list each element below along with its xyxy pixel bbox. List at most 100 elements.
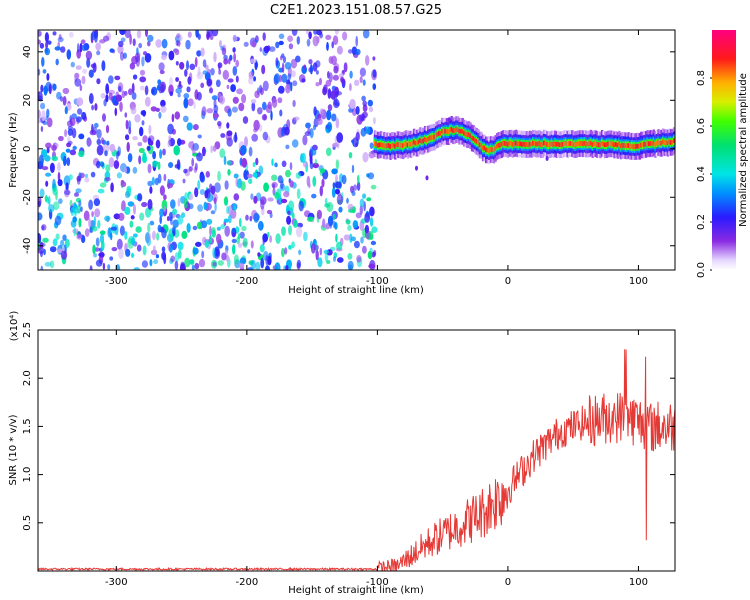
heatmap-cell: [189, 63, 196, 70]
heatmap-cell: [38, 118, 41, 124]
heatmap-cell: [239, 257, 247, 265]
heatmap-cell: [116, 238, 123, 250]
heatmap-cell: [369, 217, 374, 227]
heatmap-cell: [141, 201, 148, 208]
heatmap-cell: [88, 69, 94, 78]
heatmap-cell: [115, 94, 123, 102]
heatmap-cell: [291, 241, 295, 249]
heatmap-cell: [227, 108, 232, 117]
heatmap-cell: [38, 30, 42, 37]
heatmap-ytick-label: 40: [22, 45, 33, 58]
heatmap-cell: [278, 33, 285, 40]
heatmap-cell: [362, 100, 368, 107]
heatmap-cell: [331, 187, 336, 198]
heatmap-cell: [176, 33, 181, 38]
heatmap-cell: [527, 142, 530, 148]
heatmap-cell: [326, 41, 329, 51]
heatmap-cell: [163, 173, 167, 182]
heatmap-cell: [511, 142, 514, 147]
heatmap-cell: [306, 38, 311, 47]
heatmap-cells: [38, 30, 675, 270]
heatmap-cell: [60, 46, 66, 53]
heatmap-cell: [359, 76, 363, 84]
heatmap-cell: [40, 102, 46, 110]
heatmap-cell: [88, 93, 94, 104]
heatmap-cell: [331, 55, 337, 66]
heatmap-cell: [48, 83, 52, 95]
colorbar-gradient: [712, 30, 736, 270]
heatmap-cell: [72, 145, 77, 151]
heatmap-cell: [160, 105, 167, 113]
heatmap-cell: [349, 83, 352, 92]
heatmap-cell: [144, 85, 149, 96]
heatmap-cell: [305, 122, 311, 129]
heatmap-cell: [149, 220, 155, 226]
heatmap-cell: [167, 123, 174, 135]
heatmap-cell: [662, 139, 665, 145]
heatmap-cell: [409, 141, 413, 147]
heatmap-cell: [187, 76, 192, 85]
heatmap-cell: [211, 30, 219, 37]
heatmap-cell: [45, 142, 52, 149]
heatmap-cell: [632, 144, 635, 149]
heatmap-cell: [65, 148, 71, 153]
heatmap-cell: [194, 162, 198, 171]
heatmap-cell: [569, 141, 572, 146]
heatmap-cell: [119, 51, 125, 61]
heatmap-cell: [148, 124, 152, 135]
heatmap-cell: [291, 30, 298, 36]
heatmap-cell: [186, 86, 191, 93]
heatmap-cell: [285, 144, 290, 150]
heatmap-cell: [387, 143, 391, 148]
heatmap-cell: [588, 141, 591, 147]
heatmap-cell: [163, 205, 167, 213]
heatmap-cell: [38, 39, 41, 45]
heatmap-cell: [203, 201, 208, 211]
heatmap-cell: [127, 201, 135, 207]
heatmap-cell: [118, 85, 122, 92]
heatmap-cell: [386, 143, 389, 149]
heatmap-cell: [341, 174, 347, 185]
heatmap-cell: [105, 83, 110, 95]
heatmap-cell: [171, 113, 175, 123]
heatmap-cell: [60, 250, 68, 260]
heatmap-cell: [552, 142, 555, 147]
heatmap-cell: [196, 221, 203, 230]
heatmap-cell: [191, 157, 195, 167]
heatmap-cell: [378, 142, 381, 148]
heatmap-cell: [211, 95, 218, 101]
heatmap-cell: [630, 143, 634, 149]
heatmap-cell: [170, 199, 176, 209]
heatmap-cell: [296, 188, 301, 199]
heatmap-cell: [301, 152, 306, 164]
heatmap-cell: [542, 140, 546, 146]
heatmap-cell: [533, 141, 536, 146]
heatmap-cell: [278, 85, 285, 94]
heatmap-cell: [217, 62, 223, 69]
heatmap-cell: [291, 212, 295, 220]
heatmap-cell: [332, 213, 336, 221]
heatmap-cell: [89, 265, 93, 270]
heatmap-cell: [394, 143, 397, 149]
heatmap-cell: [365, 55, 370, 66]
heatmap-cell: [463, 130, 466, 136]
heatmap-cell: [255, 261, 261, 270]
heatmap-cell: [233, 52, 237, 63]
heatmap-cell: [591, 142, 594, 147]
heatmap-cell: [336, 194, 344, 206]
snr-xlabel: Height of straight line (km): [288, 585, 424, 596]
heatmap-cell: [152, 160, 158, 168]
heatmap-cell: [312, 162, 319, 169]
heatmap-cell: [541, 142, 544, 147]
heatmap-cell: [428, 135, 431, 141]
heatmap-cell: [522, 141, 525, 147]
heatmap-cell: [96, 78, 101, 85]
heatmap-cell: [262, 32, 266, 41]
heatmap-cell: [202, 146, 206, 157]
heatmap-cell: [408, 141, 411, 147]
heatmap-cell: [187, 31, 192, 38]
heatmap-cell: [161, 246, 166, 253]
heatmap-cell: [55, 58, 59, 66]
heatmap-cell: [292, 99, 296, 108]
heatmap-cell: [46, 108, 50, 119]
